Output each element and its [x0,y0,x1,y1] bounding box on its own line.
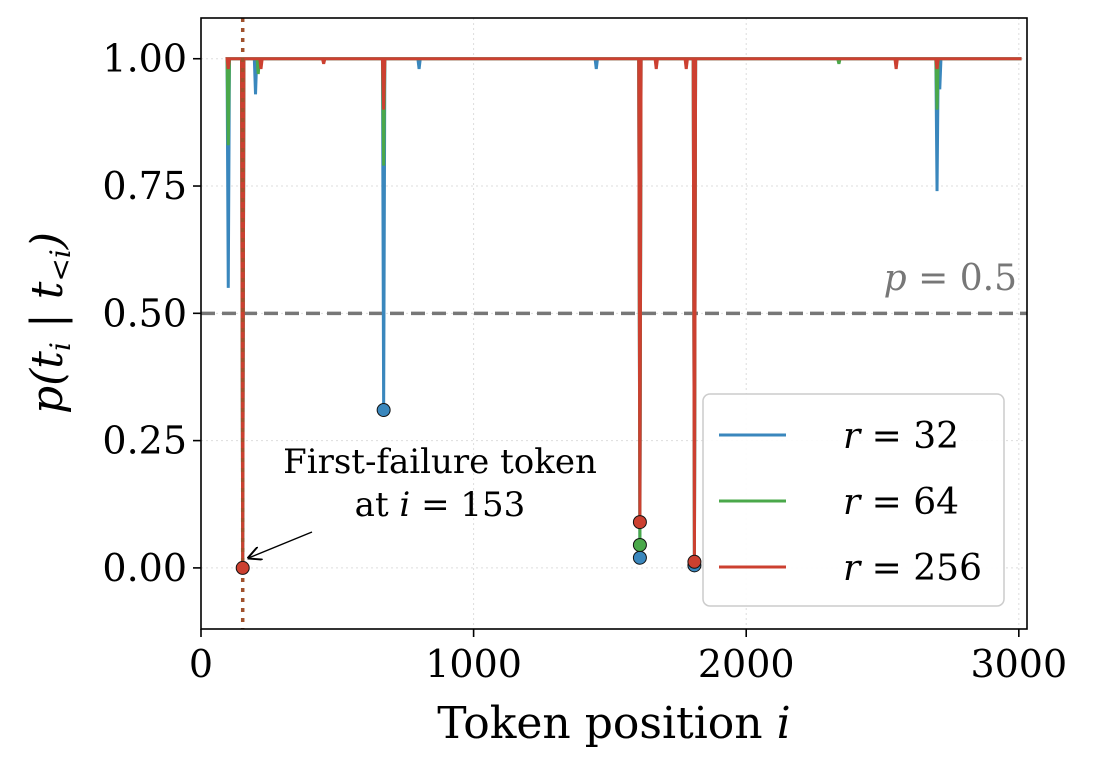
x-tick-label-1: 1000 [425,642,522,686]
x-tick-label-2: 2000 [698,642,795,686]
y-ticks: 0.00 0.25 0.50 0.75 1.00 [102,37,201,590]
x-ticks: 0 1000 2000 3000 [189,629,1067,686]
series-0-marker-1 [632,550,647,565]
annotation-arrow [249,531,313,558]
annotation: First-failure token at i = 153 [249,442,597,558]
legend-entry-r64: r = 64 [719,482,959,523]
series-1-marker-0 [632,537,647,552]
legend: r = 32 r = 64 r = 256 [702,393,1005,607]
annotation-line2: at i = 153 [355,485,526,525]
y-tick-label-0: 0.00 [102,546,187,590]
legend-entry-r256: r = 256 [719,548,982,589]
y-tick-label-1: 0.25 [102,419,187,463]
series-2-marker-0 [235,560,250,575]
annotation-line1: First-failure token [283,442,597,482]
series-0-marker-0 [376,403,391,418]
legend-label-r256: r = 256 [843,548,982,589]
y-tick-label-2: 0.50 [102,291,187,335]
marker-layer [235,403,702,575]
legend-entry-r32: r = 32 [719,416,959,457]
legend-label-r64: r = 64 [843,482,959,523]
series-2-marker-2 [687,554,702,569]
reference-line-label: p = 0.5 [884,258,1017,299]
x-tick-label-3: 3000 [970,642,1067,686]
y-tick-label-4: 1.00 [102,37,187,81]
plot-frame [200,17,1028,630]
series-2-marker-1 [632,515,647,530]
x-axis-label: Token position i [437,698,790,749]
legend-label-r32: r = 32 [843,416,959,457]
x-tick-label-0: 0 [189,642,213,686]
y-axis-label: p(ti | t<i) [22,232,77,414]
y-tick-label-3: 0.75 [102,164,187,208]
legend-box [702,393,1005,607]
